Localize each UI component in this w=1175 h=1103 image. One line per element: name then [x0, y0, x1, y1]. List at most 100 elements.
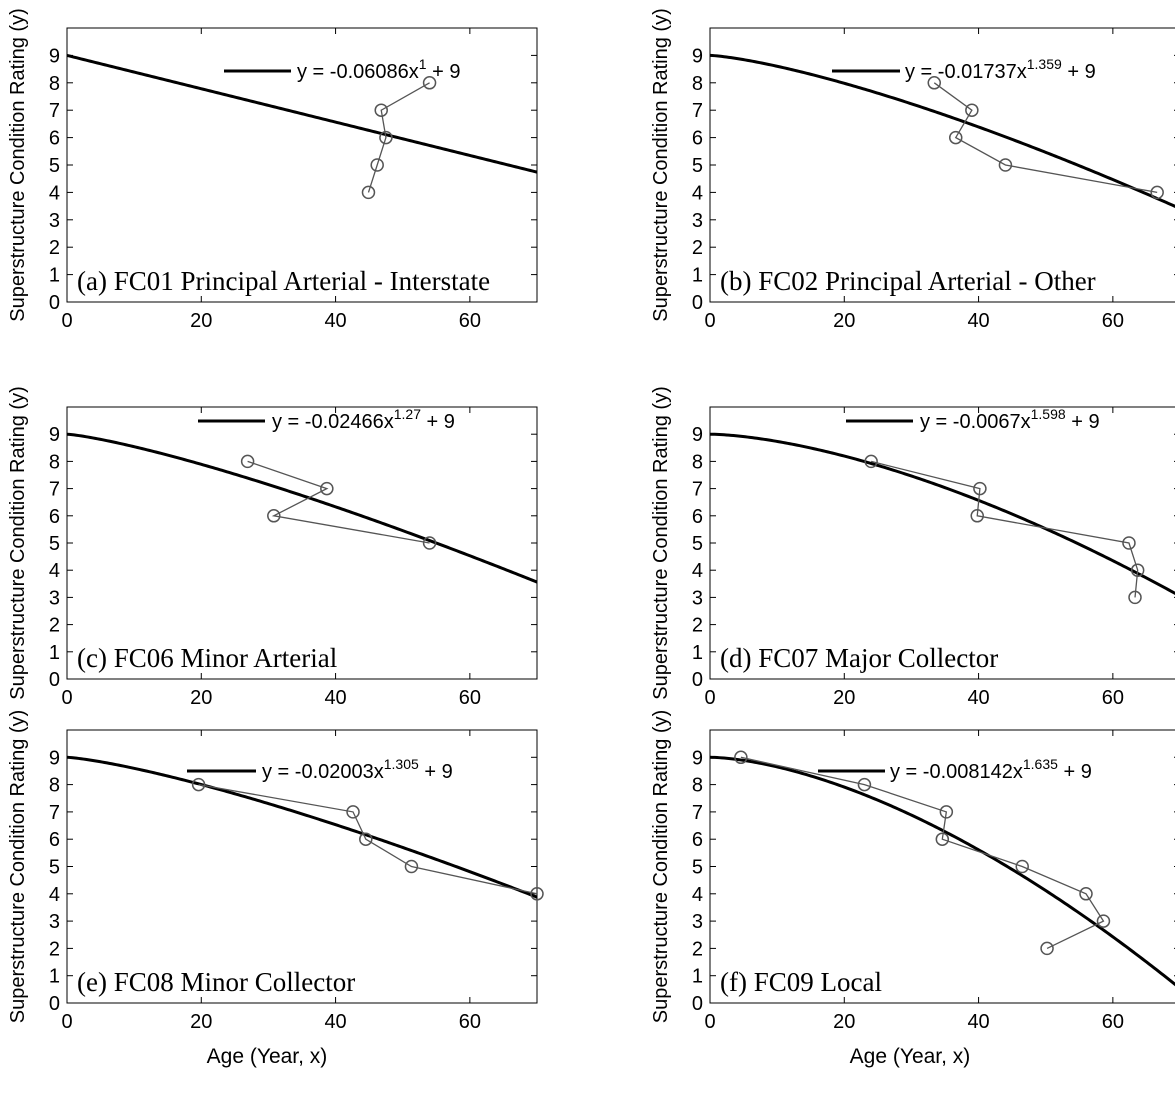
y-tick-label: 3 [49, 911, 60, 933]
data-point [734, 750, 748, 765]
x-tick-label: 20 [190, 687, 212, 709]
x-tick-label: 40 [967, 1011, 989, 1033]
fit-curve [709, 53, 1175, 208]
y-tick-label: 5 [692, 857, 703, 879]
data-point [361, 185, 376, 200]
legend-exponent: 1.305 [384, 756, 419, 772]
panel-label: (d) FC07 Major Collector [720, 643, 998, 673]
y-axis-label: Superstructure Condition Rating (y) [7, 710, 29, 1023]
y-tick-label: 2 [692, 615, 703, 637]
y-tick-label: 0 [49, 292, 60, 314]
legend-suffix: + 9 [421, 411, 455, 433]
data-point [927, 76, 942, 90]
legend-prefix: y = -0.01737x [905, 61, 1027, 83]
panel-label: (b) FC02 Principal Arterial - Other [720, 266, 1096, 296]
legend-prefix: y = -0.008142x [890, 761, 1023, 783]
chart-panel-2: 0 20 40 60 0 1 2 3 4 5 6 7 8 9 Superstructure Conditio… [650, 8, 1175, 332]
fit-curve [66, 53, 538, 174]
plot-frame [709, 406, 1175, 680]
y-tick-label: 2 [692, 237, 703, 259]
y-tick-label: 8 [49, 775, 60, 797]
data-point [1015, 859, 1029, 874]
y-tick-label: 0 [692, 993, 703, 1015]
x-tick-label: 40 [324, 310, 346, 332]
data-point [864, 454, 878, 469]
fit-curve [66, 432, 538, 584]
series-line [740, 756, 1105, 949]
x-tick-label: 20 [833, 310, 855, 332]
y-tick-label: 4 [49, 560, 60, 582]
y-tick-label: 9 [692, 45, 703, 67]
data-point [970, 509, 984, 523]
x-tick-label: 20 [833, 1011, 855, 1033]
y-tick-label: 6 [49, 829, 60, 851]
data-point [320, 481, 334, 496]
data-point [1079, 887, 1093, 901]
y-tick-label: 9 [49, 424, 60, 446]
data-point [948, 130, 963, 145]
legend-exponent: 1.359 [1027, 56, 1062, 72]
y-axis-label: Superstructure Condition Rating (y) [7, 8, 29, 321]
legend-suffix: + 9 [427, 61, 461, 83]
y-tick-label: 5 [692, 533, 703, 555]
series-line [247, 460, 430, 544]
x-tick-label: 40 [324, 1011, 346, 1033]
x-tick-label: 60 [1102, 687, 1124, 709]
data-point [191, 777, 206, 792]
x-tick-label: 0 [61, 310, 72, 332]
chart-panel-6: 0 20 40 60 0 1 2 3 4 5 6 7 8 9 Superstructure Conditio… [650, 710, 1175, 1068]
chart-panel-5: 0 20 40 60 0 1 2 3 4 5 6 7 8 9 Superstructure Conditio… [7, 710, 544, 1068]
y-tick-label: 0 [49, 993, 60, 1015]
y-tick-label: 4 [49, 182, 60, 204]
x-tick-label: 0 [61, 687, 72, 709]
fit-curve [709, 755, 1175, 987]
y-tick-label: 1 [692, 265, 703, 287]
legend-label: y = -0.01737x1.359 + 9 [905, 56, 1096, 83]
fit-curve [709, 432, 1175, 596]
y-tick-label: 4 [692, 884, 703, 906]
y-tick-label: 4 [692, 182, 703, 204]
y-tick-label: 2 [692, 938, 703, 960]
series-line [198, 783, 538, 895]
legend-label: y = -0.008142x1.635 + 9 [890, 756, 1092, 783]
panel-label: (f) FC09 Local [720, 967, 882, 997]
data-point [1128, 590, 1142, 605]
data-point [370, 158, 384, 172]
data-point [1122, 536, 1136, 550]
y-axis-label: Superstructure Condition Rating (y) [650, 710, 672, 1023]
legend-exponent: 1 [419, 56, 427, 72]
legend-prefix: y = -0.02003x [262, 761, 384, 783]
y-tick-label: 6 [692, 829, 703, 851]
y-tick-label: 9 [692, 424, 703, 446]
series-line [367, 82, 430, 193]
legend-label: y = -0.06086x1 + 9 [297, 56, 460, 83]
legend-suffix: + 9 [1062, 61, 1096, 83]
data-point [973, 481, 987, 496]
y-tick-label: 7 [692, 479, 703, 501]
series-line [870, 460, 1139, 598]
y-tick-label: 4 [692, 560, 703, 582]
y-tick-label: 0 [692, 669, 703, 691]
y-tick-label: 5 [49, 155, 60, 177]
y-tick-label: 5 [49, 857, 60, 879]
x-tick-label: 20 [190, 1011, 212, 1033]
y-tick-label: 4 [49, 884, 60, 906]
legend-label: y = -0.02003x1.305 + 9 [262, 756, 453, 783]
y-tick-label: 9 [49, 45, 60, 67]
panel-label: (a) FC01 Principal Arterial - Interstate [77, 266, 490, 296]
x-tick-label: 40 [967, 687, 989, 709]
x-tick-label: 60 [1102, 1011, 1124, 1033]
legend-suffix: + 9 [1058, 761, 1092, 783]
data-point [1040, 941, 1054, 956]
legend-exponent: 1.598 [1031, 406, 1066, 422]
data-point [939, 805, 954, 819]
data-point [422, 76, 437, 90]
y-tick-label: 5 [692, 155, 703, 177]
data-point [1096, 914, 1111, 928]
data-point [530, 887, 544, 901]
legend-label: y = -0.0067x1.598 + 9 [920, 406, 1100, 433]
x-tick-label: 60 [1102, 310, 1124, 332]
y-tick-label: 1 [49, 966, 60, 988]
y-axis-label: Superstructure Condition Rating (y) [650, 386, 672, 699]
